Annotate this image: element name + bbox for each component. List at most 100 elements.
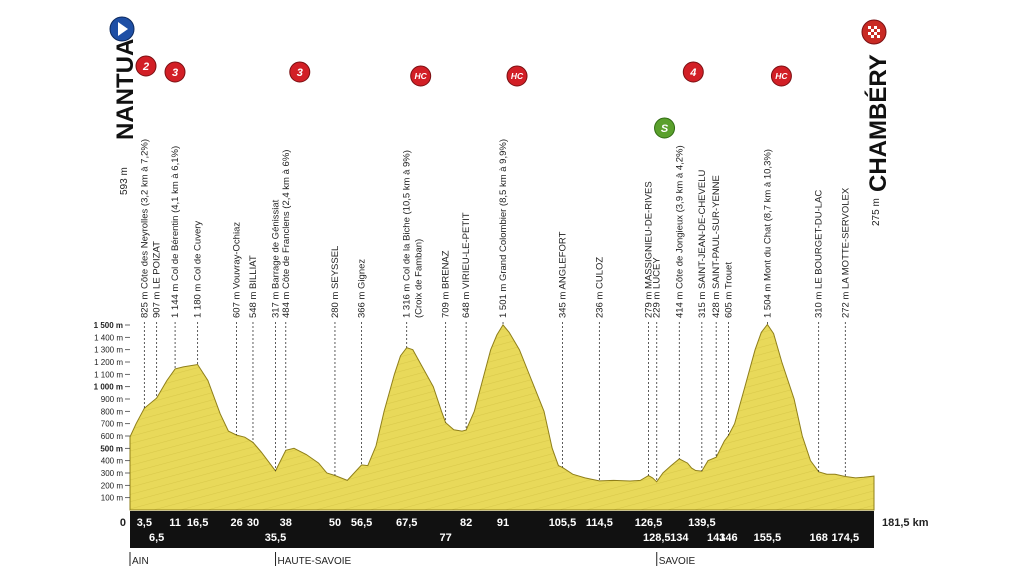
km-marker-label: 128,5 (643, 532, 671, 544)
km-marker-label: 3,5 (137, 517, 152, 529)
km-marker-label: 146 (719, 532, 737, 544)
start-altitude-label: 593 m (119, 167, 130, 195)
sprint-badge (654, 117, 676, 139)
climb-category-label: HC (775, 71, 788, 81)
climb-category-badge (770, 65, 792, 87)
y-tick-label: 1 100 m (94, 370, 123, 379)
markers-layer: 2 3 3 HC HC 4 HC S (109, 16, 887, 139)
climb-category-label: 2 (142, 61, 149, 73)
finish-city-label: CHAMBÉRY (864, 54, 892, 192)
km-marker-label: 67,5 (396, 517, 417, 529)
finish-checker-square (877, 35, 880, 38)
km-marker-label: 26 (230, 517, 242, 529)
waypoint-label: 272 m LA MOTTE-SERVOLEX (840, 187, 851, 318)
region-label: AIN (132, 556, 149, 567)
y-tick-label: 500 m (100, 444, 123, 453)
waypoint-label: 1 180 m Col de Cuvery (193, 221, 204, 318)
sprint-label: S (661, 123, 669, 135)
km-bar-background (130, 511, 874, 548)
km-marker-label: 38 (280, 517, 292, 529)
climb-category-label: 3 (297, 67, 303, 79)
waypoints-layer: 825 m Côte des Neyrolles (3,2 km à 7,2%)… (139, 139, 851, 482)
waypoint-label: 1 316 m Col de la Biche (10,5 km à 9%) (402, 150, 413, 318)
waypoint-label: 428 m SAINT-PAUL-SUR-YENNE (711, 175, 722, 318)
km-marker-label: 181,5 km (882, 517, 929, 529)
region-label: SAVOIE (659, 556, 696, 567)
km-marker-label: 16,5 (187, 517, 208, 529)
y-tick-label: 300 m (101, 469, 124, 478)
km-marker-label: 35,5 (265, 532, 286, 544)
km-marker-label: 50 (329, 517, 341, 529)
y-tick-label: 100 m (101, 494, 124, 503)
climb-category-label: 3 (172, 67, 178, 79)
waypoint-label: 709 m BRENAZ (441, 250, 452, 318)
km-marker-label: 155,5 (754, 532, 782, 544)
waypoint-label: 907 m LE POIZAT (152, 241, 163, 318)
climb-category-badge (135, 55, 157, 77)
waypoint-label: 484 m Côte de Franclens (2,4 km à 6%) (281, 150, 292, 318)
waypoint-label: 280 m SEYSSEL (330, 246, 341, 318)
waypoint-label: 648 m VIRIEU-LE-PETIT (461, 212, 472, 318)
waypoint-label: 1 144 m Col de Bérentin (4,1 km à 6,1%) (170, 146, 181, 318)
finish-checker-square (868, 32, 871, 35)
y-tick-label: 1 400 m (94, 333, 123, 342)
km-marker-label: 77 (440, 532, 452, 544)
y-tick-label: 400 m (101, 457, 124, 466)
km-marker-label: 134 (670, 532, 689, 544)
km-bar: 0 3,5 6,5 11 16,5 26 30 35,5 38 50 56,5 67,5 77 82 91 1… (120, 511, 929, 548)
km-marker-label: 126,5 (635, 517, 663, 529)
start-city-label: NANTUA (112, 39, 139, 140)
km-marker-label: 30 (247, 517, 259, 529)
waypoint-label: 345 m ANGLEFORT (557, 231, 568, 318)
climb-category-badge (410, 65, 432, 87)
finish-altitude-label: 275 m (871, 198, 882, 226)
km-marker-label: 11 (169, 517, 181, 529)
finish-checker-square (874, 26, 877, 29)
waypoint-label: 605 m Trouet (723, 262, 734, 318)
waypoint-label: 229 m LUCEY (652, 257, 663, 318)
finish-checker-square (877, 29, 880, 32)
waypoint-label: 1 501 m Grand Colombier (8,5 km à 9,9%) (498, 139, 509, 318)
km-marker-label: 139,5 (688, 517, 716, 529)
waypoint-label: 366 m Gignez (357, 259, 368, 318)
finish-checker-square (874, 32, 877, 35)
waypoint-label: 236 m CULOZ (594, 257, 605, 318)
waypoint-label: 317 m Barrage de Génissiat (271, 199, 282, 318)
climb-category-label: HC (415, 71, 428, 81)
y-tick-label: 900 m (101, 395, 124, 404)
waypoint-label: 279 m MASSIGNIEU-DE-RIVES (644, 181, 655, 318)
km-marker-label: 91 (497, 517, 509, 529)
finish-checker-square (871, 29, 874, 32)
region-label: HAUTE-SAVOIE (278, 556, 352, 567)
y-tick-label: 600 m (101, 432, 124, 441)
km-marker-label: 174,5 (832, 532, 860, 544)
waypoint-label: 1 504 m Mont du Chat (8,7 km à 10,3%) (762, 149, 773, 318)
km-marker-label: 6,5 (149, 532, 164, 544)
climb-category-badge (289, 61, 311, 83)
km-marker-label: 143 (707, 532, 725, 544)
regions-layer: AIN HAUTE-SAVOIE SAVOIE (129, 552, 696, 567)
cities-layer: NANTUA 593 m CHAMBÉRY 275 m (112, 39, 892, 226)
km-marker-label: 0 (120, 517, 126, 529)
waypoint-label: 607 m Vouvray-Ochiaz (232, 222, 243, 318)
km-marker-label: 56,5 (351, 517, 372, 529)
y-tick-label: 1 000 m (94, 383, 123, 392)
waypoint-label: 310 m LE BOURGET-DU-LAC (814, 190, 825, 318)
km-marker-label: 82 (460, 517, 472, 529)
terrain-layer (129, 323, 875, 511)
finish-checker-square (868, 26, 871, 29)
km-marker-label: 105,5 (549, 517, 577, 529)
climb-category-badge (164, 61, 186, 83)
waypoint-label: 548 m BILLIAT (248, 255, 259, 318)
finish-checker-square (871, 35, 874, 38)
waypoint-label: 414 m Côte de Jongieux (3,9 km à 4,2%) (674, 145, 685, 318)
km-marker-label: 168 (809, 532, 827, 544)
y-tick-label: 1 500 m (94, 321, 123, 330)
y-tick-label: 1 200 m (94, 358, 123, 367)
climb-category-badge (506, 65, 528, 87)
waypoint-label: (Croix de Famban) (414, 239, 425, 318)
waypoint-label: 825 m Côte des Neyrolles (3,2 km à 7,2%) (139, 139, 150, 318)
y-tick-label: 800 m (101, 407, 124, 416)
y-axis: 100 m 200 m 300 m 400 m 500 m 600 m 700 m 800 m… (94, 321, 130, 503)
